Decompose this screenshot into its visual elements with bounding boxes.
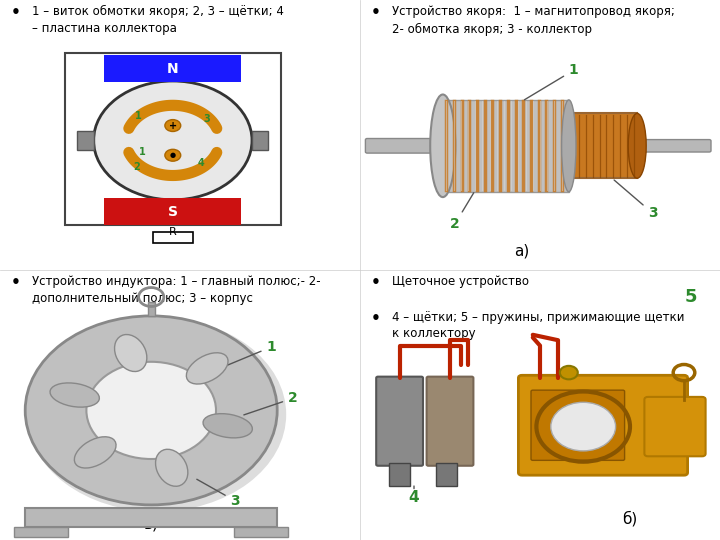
- Bar: [569, 113, 637, 178]
- Text: 2: 2: [450, 193, 474, 231]
- Bar: [252, 131, 268, 150]
- Bar: [25, 508, 277, 526]
- Bar: [65, 52, 281, 226]
- Text: •: •: [11, 5, 21, 21]
- Ellipse shape: [156, 449, 188, 487]
- Text: •: •: [371, 310, 381, 326]
- Text: а): а): [514, 244, 530, 259]
- FancyBboxPatch shape: [365, 138, 445, 153]
- Circle shape: [560, 366, 577, 379]
- Text: 4: 4: [409, 490, 419, 505]
- Circle shape: [94, 81, 252, 200]
- Bar: [389, 463, 410, 486]
- Text: R: R: [169, 227, 176, 237]
- Ellipse shape: [86, 362, 216, 459]
- Text: 5: 5: [685, 288, 698, 306]
- FancyBboxPatch shape: [518, 375, 688, 475]
- Text: ●: ●: [170, 152, 176, 158]
- Circle shape: [165, 120, 181, 131]
- Circle shape: [165, 149, 181, 161]
- Bar: [104, 198, 241, 226]
- FancyBboxPatch shape: [376, 377, 423, 465]
- Bar: [148, 302, 155, 316]
- Bar: [104, 56, 241, 82]
- Text: 1: 1: [219, 340, 276, 369]
- FancyBboxPatch shape: [531, 390, 624, 460]
- FancyBboxPatch shape: [644, 397, 706, 456]
- Text: •: •: [11, 275, 21, 291]
- Bar: [436, 463, 457, 486]
- FancyBboxPatch shape: [636, 140, 711, 152]
- Ellipse shape: [114, 334, 147, 372]
- Text: 3: 3: [203, 113, 210, 124]
- Ellipse shape: [628, 113, 647, 178]
- Text: 4 – щётки; 5 – пружины, прижимающие щетки
к коллектору: 4 – щётки; 5 – пружины, прижимающие щетк…: [392, 310, 685, 341]
- Text: 1: 1: [138, 147, 145, 157]
- Text: N: N: [167, 62, 179, 76]
- Ellipse shape: [27, 317, 287, 512]
- Ellipse shape: [203, 414, 253, 438]
- Circle shape: [551, 402, 616, 451]
- Bar: [14, 526, 68, 537]
- Text: 1 – виток обмотки якоря; 2, 3 – щётки; 4
– пластина коллектора: 1 – виток обмотки якоря; 2, 3 – щётки; 4…: [32, 5, 284, 36]
- Text: 4: 4: [198, 158, 204, 168]
- Text: б): б): [622, 511, 638, 526]
- Text: •: •: [371, 275, 381, 291]
- Bar: [77, 131, 94, 150]
- Bar: [234, 526, 288, 537]
- Text: 3: 3: [614, 180, 657, 220]
- Ellipse shape: [186, 353, 228, 384]
- Text: Устройство индуктора: 1 – главный полюс;- 2-
дополнительный полюс; 3 – корпус: Устройство индуктора: 1 – главный полюс;…: [32, 275, 321, 306]
- Text: S: S: [168, 205, 178, 219]
- Text: +: +: [168, 120, 177, 131]
- Bar: [443, 100, 569, 192]
- Text: 2: 2: [244, 392, 298, 415]
- Text: Щеточное устройство: Щеточное устройство: [392, 275, 529, 288]
- Ellipse shape: [431, 94, 456, 197]
- Text: в): в): [144, 517, 158, 532]
- Ellipse shape: [74, 437, 116, 468]
- Ellipse shape: [50, 383, 99, 407]
- Text: 2: 2: [133, 162, 140, 172]
- Text: Устройство якоря:  1 – магнитопровод якоря;
2- обмотка якоря; 3 - коллектор: Устройство якоря: 1 – магнитопровод якор…: [392, 5, 675, 36]
- Ellipse shape: [562, 100, 576, 192]
- Ellipse shape: [25, 316, 277, 505]
- Text: •: •: [371, 5, 381, 21]
- Text: 1: 1: [524, 63, 579, 100]
- FancyBboxPatch shape: [426, 377, 474, 465]
- Text: 3: 3: [197, 480, 240, 508]
- Text: 1: 1: [135, 111, 142, 122]
- Bar: [153, 232, 193, 243]
